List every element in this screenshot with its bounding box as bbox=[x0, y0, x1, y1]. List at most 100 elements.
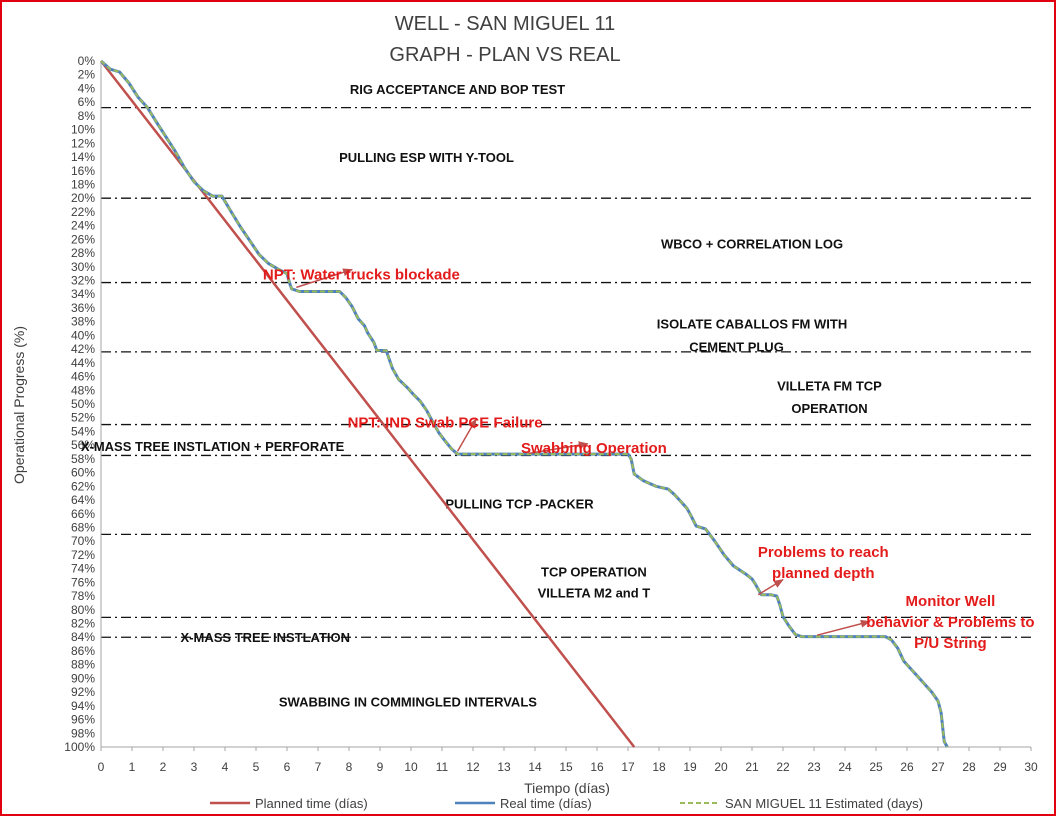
x-tick-label: 13 bbox=[497, 760, 511, 774]
y-tick-label: 96% bbox=[71, 713, 95, 727]
x-tick-label: 19 bbox=[683, 760, 697, 774]
y-tick-label: 82% bbox=[71, 617, 95, 631]
x-tick-label: 6 bbox=[284, 760, 291, 774]
y-tick-label: 74% bbox=[71, 562, 95, 576]
y-tick-label: 4% bbox=[78, 81, 96, 95]
x-tick-label: 30 bbox=[1024, 760, 1038, 774]
y-tick-label: 44% bbox=[71, 356, 95, 370]
x-tick-label: 22 bbox=[776, 760, 790, 774]
phase-label: OPERATION bbox=[791, 401, 867, 416]
estimated-series-line bbox=[100, 60, 949, 748]
y-tick-label: 62% bbox=[71, 479, 95, 493]
phase-label: ISOLATE CABALLOS FM WITH bbox=[657, 317, 847, 332]
y-tick-label: 68% bbox=[71, 520, 95, 534]
phase-label: PULLING TCP -PACKER bbox=[445, 496, 594, 511]
annotation-label: NPT: Water trucks blockade bbox=[263, 266, 460, 283]
x-tick-label: 23 bbox=[807, 760, 821, 774]
y-tick-label: 16% bbox=[71, 164, 95, 178]
x-tick-label: 3 bbox=[191, 760, 198, 774]
y-tick-label: 90% bbox=[71, 671, 95, 685]
annotation-arrow bbox=[757, 578, 784, 596]
x-tick-label: 28 bbox=[962, 760, 976, 774]
x-tick-label: 16 bbox=[590, 760, 604, 774]
x-tick-label: 17 bbox=[621, 760, 635, 774]
annotation-arrow bbox=[528, 441, 589, 455]
annotation-label: P/U String bbox=[914, 635, 987, 652]
y-tick-label: 66% bbox=[71, 507, 95, 521]
phase-label: SWABBING IN COMMINGLED INTERVALS bbox=[279, 695, 537, 710]
x-tick-label: 15 bbox=[559, 760, 573, 774]
phase-label: CEMENT PLUG bbox=[689, 339, 784, 354]
annotation-label: behavior & Problems to bbox=[866, 614, 1034, 631]
y-tick-label: 76% bbox=[71, 575, 95, 589]
x-tick-label: 18 bbox=[652, 760, 666, 774]
y-tick-label: 42% bbox=[71, 342, 95, 356]
x-tick-label: 9 bbox=[377, 760, 384, 774]
y-tick-label: 20% bbox=[71, 191, 95, 205]
x-tick-label: 14 bbox=[528, 760, 542, 774]
y-tick-label: 36% bbox=[71, 301, 95, 315]
x-tick-label: 1 bbox=[129, 760, 136, 774]
legend-label: SAN MIGUEL 11 Estimated (days) bbox=[725, 796, 923, 811]
y-tick-label: 64% bbox=[71, 493, 95, 507]
y-tick-label: 12% bbox=[71, 136, 95, 150]
legend-label: Real time (días) bbox=[500, 796, 592, 811]
x-tick-label: 7 bbox=[315, 760, 322, 774]
x-tick-label: 21 bbox=[745, 760, 759, 774]
phase-label: VILLETA M2 and T bbox=[538, 586, 651, 601]
x-tick-label: 8 bbox=[346, 760, 353, 774]
annotation-label: Monitor Well bbox=[906, 593, 996, 610]
y-tick-label: 70% bbox=[71, 534, 95, 548]
phase-label: RIG ACCEPTANCE AND BOP TEST bbox=[350, 82, 565, 97]
annotation-arrow bbox=[816, 619, 871, 636]
y-tick-label: 24% bbox=[71, 219, 95, 233]
annotation-label: Problems to reach bbox=[758, 544, 889, 561]
y-tick-label: 54% bbox=[71, 424, 95, 438]
y-tick-label: 22% bbox=[71, 205, 95, 219]
y-tick-label: 60% bbox=[71, 466, 95, 480]
phase-label: VILLETA FM TCP bbox=[777, 378, 882, 393]
y-tick-label: 58% bbox=[71, 452, 95, 466]
y-tick-label: 30% bbox=[71, 260, 95, 274]
x-tick-label: 4 bbox=[222, 760, 229, 774]
phase-label: X-MASS TREE INSTLATION + PERFORATE bbox=[81, 439, 345, 454]
y-axis-label: Operational Progress (%) bbox=[11, 326, 27, 484]
series-lines bbox=[100, 59, 949, 748]
y-tick-label: 2% bbox=[78, 68, 96, 82]
legend: Planned time (días) Real time (días) SAN M… bbox=[210, 796, 923, 811]
y-tick-label: 0% bbox=[78, 54, 96, 68]
x-tick-label: 2 bbox=[160, 760, 167, 774]
y-tick-label: 50% bbox=[71, 397, 95, 411]
y-tick-label: 52% bbox=[71, 411, 95, 425]
chart-title-line-2: GRAPH - PLAN VS REAL bbox=[389, 44, 620, 66]
phase-label: PULLING ESP WITH Y-TOOL bbox=[339, 150, 514, 165]
y-tick-label: 46% bbox=[71, 370, 95, 384]
x-tick-labels: 0 1 2 3 4 5 6 7 8 9 10 11 12 13 14 15 16 17 18 19 20 21 22 23 24… bbox=[98, 747, 1038, 774]
y-tick-label: 28% bbox=[71, 246, 95, 260]
chart-title-line-1: WELL - SAN MIGUEL 11 bbox=[395, 13, 615, 35]
y-tick-label: 92% bbox=[71, 685, 95, 699]
x-tick-label: 20 bbox=[714, 760, 728, 774]
y-tick-label: 18% bbox=[71, 177, 95, 191]
annotation-label: Swabbing Operation bbox=[521, 440, 667, 457]
annotations: NPT: Water trucks blockade NPT: IND Swab … bbox=[263, 266, 1035, 652]
x-tick-label: 25 bbox=[869, 760, 883, 774]
x-tick-label: 27 bbox=[931, 760, 945, 774]
y-tick-label: 80% bbox=[71, 603, 95, 617]
phase-labels: RIG ACCEPTANCE AND BOP TEST PULLING ESP W… bbox=[81, 82, 882, 710]
y-tick-label: 48% bbox=[71, 383, 95, 397]
x-tick-label: 11 bbox=[436, 760, 449, 774]
annotation-arrow bbox=[296, 268, 354, 289]
x-tick-label: 5 bbox=[253, 760, 260, 774]
legend-label: Planned time (días) bbox=[255, 796, 368, 811]
y-tick-label: 72% bbox=[71, 548, 95, 562]
x-tick-label: 29 bbox=[993, 760, 1007, 774]
y-tick-label: 40% bbox=[71, 328, 95, 342]
y-tick-label: 78% bbox=[71, 589, 95, 603]
y-tick-label: 10% bbox=[71, 123, 95, 137]
annotation-arrow bbox=[456, 418, 477, 452]
phase-label: TCP OPERATION bbox=[541, 564, 647, 579]
x-tick-label: 12 bbox=[466, 760, 480, 774]
